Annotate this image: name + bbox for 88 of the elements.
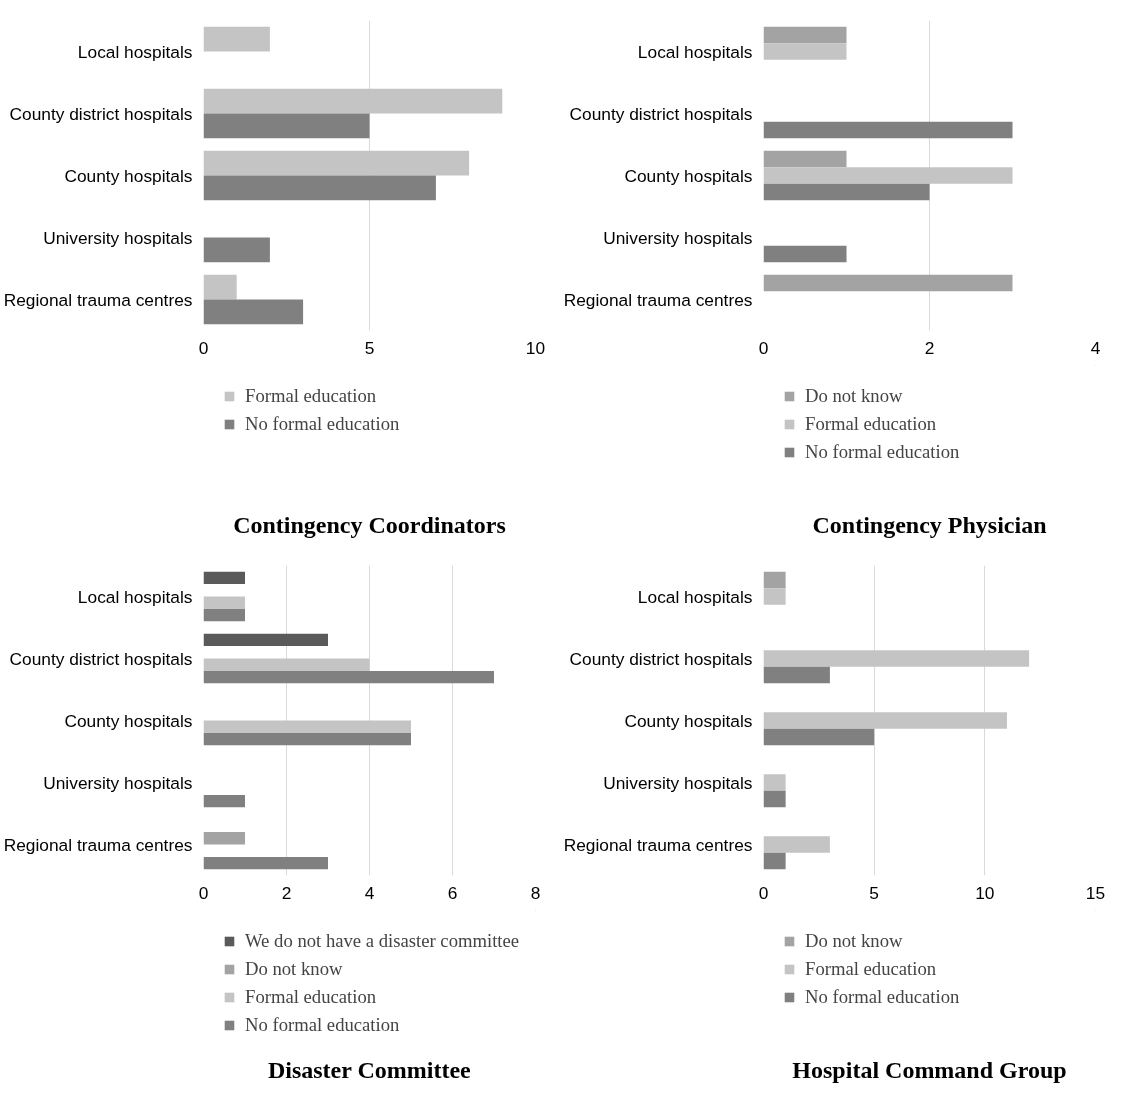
bar — [763, 183, 930, 201]
bar — [763, 121, 1013, 139]
y-tick-label: University hospitals — [43, 227, 193, 248]
x-tick-label: 5 — [869, 882, 879, 903]
x-tick-label: 8 — [530, 882, 541, 903]
bar — [763, 245, 847, 263]
y-tick-label: Local hospitals — [77, 41, 193, 62]
y-tick-label: Regional trauma centres — [563, 834, 753, 855]
y-tick-label: Local hospitals — [637, 586, 753, 607]
y-tick-label: County district hospitals — [9, 103, 193, 124]
bar — [763, 666, 830, 684]
y-tick-label: University hospitals — [603, 772, 753, 793]
x-tick-label: 2 — [924, 337, 935, 358]
bar — [763, 274, 1013, 292]
x-tick-label: 4 — [364, 882, 375, 903]
x-tick-label: 6 — [447, 882, 458, 903]
y-tick-label: University hospitals — [43, 772, 193, 793]
bar — [203, 608, 245, 622]
bar — [763, 836, 830, 853]
text: Contingency Coordinators — [233, 511, 506, 538]
y-tick-label: Local hospitals — [77, 586, 193, 607]
bar — [203, 856, 328, 870]
text: Hospital Command Group — [792, 1056, 1067, 1083]
legend-label: Do not know — [245, 958, 343, 980]
bar — [203, 299, 304, 325]
bar — [203, 26, 270, 52]
x-tick-label: 0 — [758, 337, 769, 358]
legend-label: Formal education — [245, 385, 377, 407]
bar — [763, 790, 786, 808]
bar — [203, 274, 237, 300]
legend-label: No formal education — [805, 986, 960, 1008]
x-tick-label: 4 — [1090, 337, 1101, 358]
y-tick-label: Regional trauma centres — [3, 834, 193, 855]
bar — [203, 88, 503, 114]
text: Contingency Physician — [812, 511, 1047, 538]
y-tick-label: Regional trauma centres — [3, 289, 193, 310]
bar — [203, 175, 436, 201]
bar — [203, 832, 245, 845]
bar — [203, 596, 245, 609]
legend-label: Formal education — [805, 413, 937, 435]
bar — [203, 658, 370, 671]
bar — [203, 732, 411, 746]
bar — [763, 650, 1030, 667]
y-tick-label: County hospitals — [64, 165, 193, 186]
x-tick-label: 10 — [525, 337, 546, 358]
y-tick-label: Regional trauma centres — [563, 289, 753, 310]
bar — [203, 113, 370, 139]
x-tick-label: 2 — [281, 882, 292, 903]
legend-label: Do not know — [805, 930, 903, 952]
y-tick-label: Local hospitals — [637, 41, 753, 62]
x-tick-label: 0 — [758, 882, 769, 903]
legend-label: We do not have a disaster committee — [245, 930, 520, 952]
bar — [763, 712, 1007, 729]
y-tick-label: County hospitals — [624, 165, 753, 186]
bar — [763, 150, 847, 168]
legend-label: No formal education — [805, 441, 960, 463]
bar — [203, 670, 494, 684]
x-tick-label: 0 — [198, 882, 209, 903]
text: Disaster Committee — [267, 1056, 472, 1083]
y-tick-label: County district hospitals — [569, 103, 753, 124]
x-tick-label: 15 — [1085, 882, 1106, 903]
x-tick-label: 5 — [364, 337, 375, 358]
bar — [763, 774, 786, 791]
x-tick-label: 0 — [198, 337, 209, 358]
y-tick-label: County district hospitals — [9, 648, 193, 669]
bar — [763, 43, 847, 60]
bar — [763, 571, 786, 589]
bar — [763, 852, 786, 870]
bar — [763, 588, 786, 605]
bar — [203, 237, 270, 263]
y-tick-label: University hospitals — [603, 227, 753, 248]
y-tick-label: County hospitals — [624, 710, 753, 731]
y-tick-label: County hospitals — [64, 710, 193, 731]
bar — [203, 150, 470, 176]
bar — [203, 571, 245, 585]
legend-label: Formal education — [805, 958, 937, 980]
x-tick-label: 10 — [975, 882, 995, 903]
bar — [763, 167, 1013, 184]
bar — [763, 728, 875, 746]
bar — [203, 720, 411, 733]
bar — [203, 633, 328, 647]
legend-label: Do not know — [805, 385, 903, 407]
y-tick-label: County district hospitals — [569, 648, 753, 669]
legend-label: No formal education — [245, 413, 400, 435]
legend-label: Formal education — [245, 986, 377, 1008]
legend-label: No formal education — [245, 1014, 400, 1036]
bar — [763, 26, 847, 44]
bar — [203, 794, 245, 808]
